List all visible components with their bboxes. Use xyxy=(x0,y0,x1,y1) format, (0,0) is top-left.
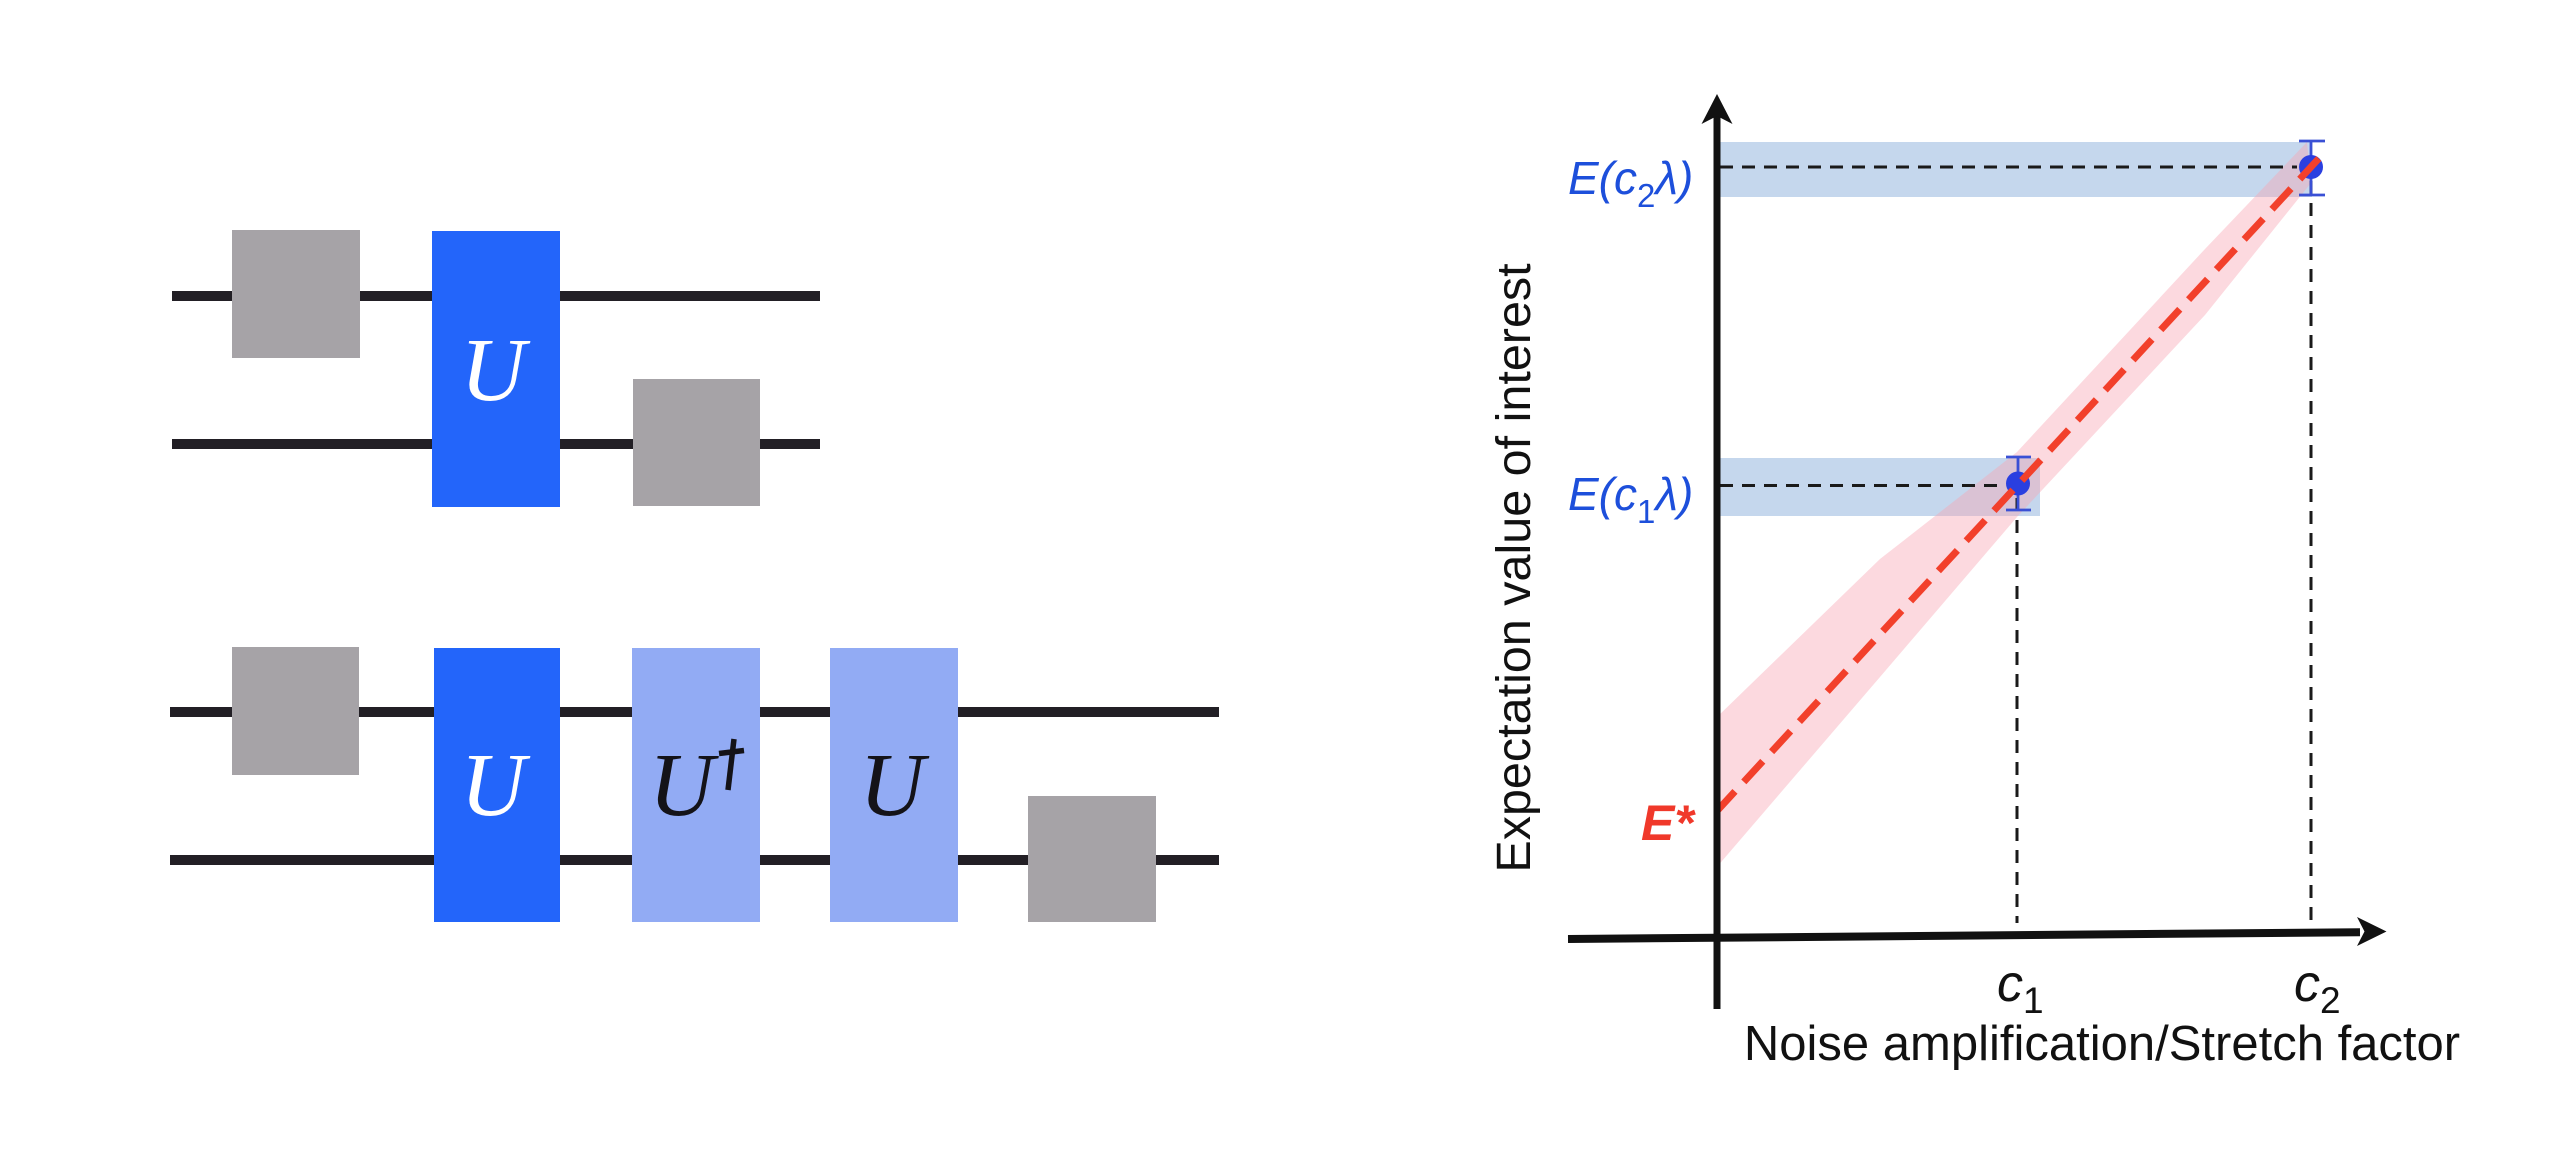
svg-text:c2: c2 xyxy=(2294,955,2341,1021)
svg-text:E(c2λ): E(c2λ) xyxy=(1568,152,1693,214)
svg-text:c1: c1 xyxy=(1997,955,2044,1021)
svg-text:E(c1λ): E(c1λ) xyxy=(1568,468,1693,530)
svg-text:Expectation value of interest: Expectation value of interest xyxy=(1487,263,1541,873)
svg-text:U: U xyxy=(860,736,930,835)
svg-text:U: U xyxy=(461,321,531,420)
svg-text:E*: E* xyxy=(1641,795,1696,851)
svg-text:U: U xyxy=(461,736,531,835)
svg-text:Noise amplification/Stretch fa: Noise amplification/Stretch factor xyxy=(1744,1017,2460,1071)
svg-text:U: U xyxy=(649,736,719,835)
